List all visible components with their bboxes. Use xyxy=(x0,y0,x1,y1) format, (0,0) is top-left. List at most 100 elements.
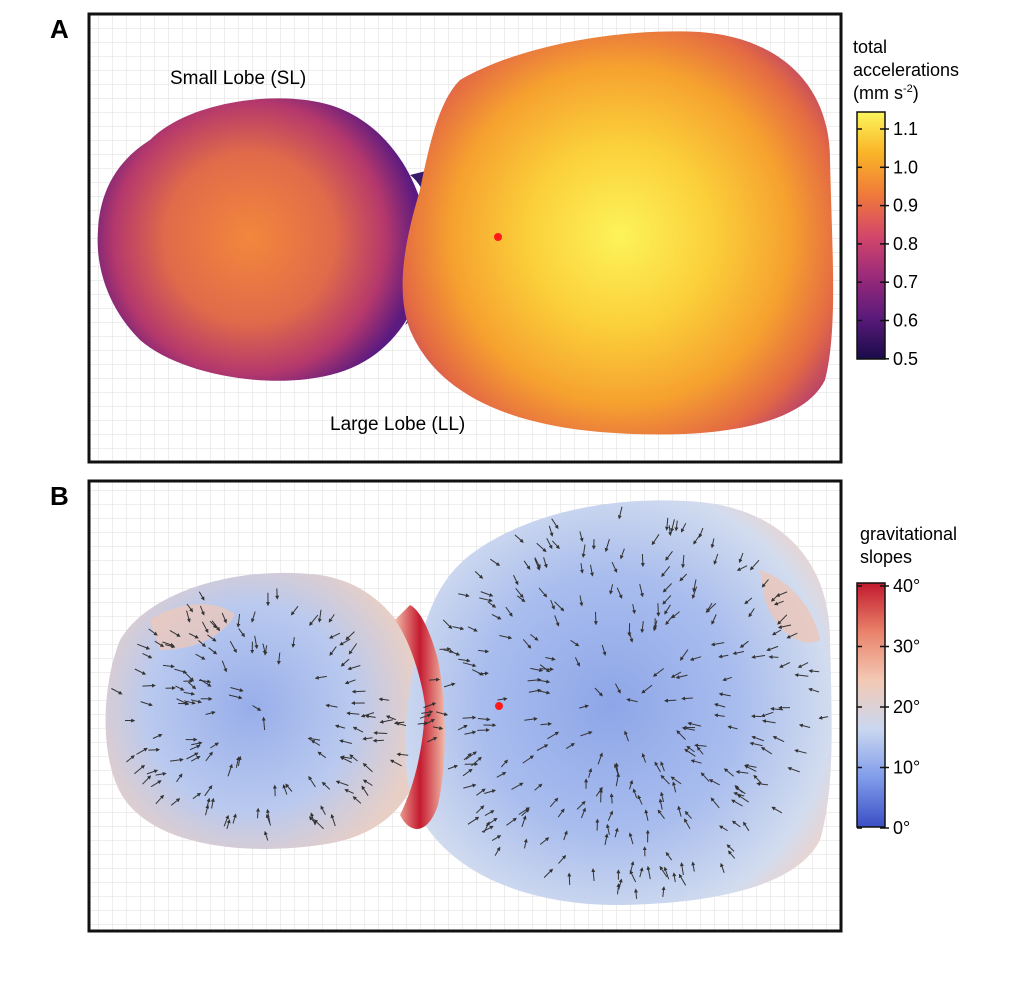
slope-vector-arrow xyxy=(325,703,338,708)
small-lobe-label: Small Lobe (SL) xyxy=(170,68,306,89)
slope-vector-arrow xyxy=(629,779,634,790)
slope-vector-arrow xyxy=(567,872,572,886)
slope-vector-arrow xyxy=(364,714,376,719)
slope-vector-arrow xyxy=(580,807,586,819)
slope-vector-arrow xyxy=(487,601,497,608)
slope-vector-arrow xyxy=(539,667,554,672)
slope-vector-arrow xyxy=(694,743,707,748)
large-lobe-b-warm-patch xyxy=(760,570,820,643)
slope-vector-arrow xyxy=(659,865,668,878)
slope-vector-arrow xyxy=(309,614,319,626)
slope-vector-arrow xyxy=(658,798,663,810)
slope-vector-arrow xyxy=(727,850,736,859)
slope-vector-arrow xyxy=(665,851,673,861)
slope-vector-arrow xyxy=(589,564,594,577)
slope-vector-arrow xyxy=(679,573,688,582)
slope-vector-arrow xyxy=(255,807,260,819)
colorbar-b-title-line1: gravitational xyxy=(860,524,957,544)
slope-vector-arrow xyxy=(462,768,473,777)
slope-vector-arrow xyxy=(317,751,327,759)
slope-vector-arrow xyxy=(252,705,262,711)
slope-vector-arrow xyxy=(700,772,710,782)
slope-vector-arrow xyxy=(462,662,477,668)
slope-vector-arrow xyxy=(551,540,560,550)
slope-vector-arrow xyxy=(467,816,480,825)
slope-vector-arrow xyxy=(201,621,209,634)
slope-vector-arrow xyxy=(463,752,472,761)
slope-vector-arrow xyxy=(176,698,190,705)
slope-vector-arrow xyxy=(527,677,542,682)
slope-vector-arrow xyxy=(480,591,494,597)
colorbar-a-ticks: 1.1 1.0 0.9 0.8 0.7 0.6 0.5 xyxy=(857,119,918,369)
slope-vector-arrow xyxy=(735,786,746,795)
slope-vector-arrow xyxy=(679,862,684,875)
slope-vector-arrow xyxy=(154,640,165,648)
slope-vector-arrow xyxy=(626,698,638,703)
slope-vector-arrow xyxy=(227,763,233,777)
slope-vector-arrow xyxy=(250,611,256,623)
slope-vector-arrow xyxy=(543,557,548,569)
slope-vector-arrow xyxy=(195,653,206,660)
slope-vector-arrow xyxy=(609,584,614,595)
slope-vector-arrow xyxy=(786,632,798,639)
large-lobe-a xyxy=(402,31,834,435)
small-lobe-b xyxy=(105,572,429,849)
slope-vector-arrow xyxy=(339,756,352,763)
slope-vector-arrow xyxy=(651,534,660,546)
slope-vector-arrow xyxy=(794,749,807,754)
slope-vector-arrow xyxy=(476,788,486,796)
slope-vector-arrow xyxy=(362,736,373,741)
slope-vector-arrow xyxy=(691,586,698,599)
slope-vector-arrow xyxy=(134,668,147,675)
slope-vector-arrow xyxy=(735,770,749,775)
slope-vector-arrow xyxy=(652,668,665,677)
slope-vector-arrow xyxy=(548,525,554,537)
slope-vector-arrow xyxy=(481,825,494,833)
slope-vector-arrow xyxy=(427,737,438,743)
slope-vector-arrow xyxy=(210,742,219,749)
slope-vector-arrow xyxy=(660,791,665,803)
slope-vector-arrow xyxy=(749,559,760,571)
slope-vector-arrow xyxy=(435,711,449,717)
slope-vector-arrow xyxy=(773,600,784,606)
slope-vector-arrow xyxy=(737,794,749,803)
slope-vector-arrow xyxy=(580,731,593,737)
slope-vector-arrow xyxy=(609,793,614,804)
slope-vector-arrow xyxy=(558,855,567,864)
slope-vector-arrow xyxy=(678,873,687,886)
slope-vector-arrow xyxy=(731,799,743,807)
slope-vector-arrow xyxy=(265,813,272,826)
slope-vector-arrow xyxy=(710,797,720,809)
slope-vector-arrow xyxy=(616,883,621,895)
slope-vector-arrow xyxy=(484,810,495,817)
slope-vector-arrow xyxy=(543,868,554,878)
slope-vector-arrow xyxy=(361,785,369,796)
slope-vector-arrow xyxy=(534,783,543,791)
slope-vector-arrow xyxy=(457,725,468,731)
slope-vector-arrow xyxy=(595,786,603,797)
slope-vector-arrow xyxy=(477,717,491,722)
slope-vector-arrow xyxy=(142,683,156,688)
slope-vector-arrow xyxy=(550,599,555,610)
slope-vector-arrow xyxy=(629,860,635,873)
slope-vector-arrow xyxy=(140,701,153,707)
slope-vector-arrow xyxy=(497,697,508,702)
slope-vector-arrow xyxy=(499,635,513,640)
slope-vector-arrow xyxy=(396,752,409,757)
slope-vector-arrow xyxy=(514,534,524,543)
slope-vector-arrow xyxy=(291,637,296,648)
panel-b-letter: B xyxy=(50,481,69,511)
center-marker-a xyxy=(494,233,502,241)
slope-vector-arrow xyxy=(677,805,682,817)
slope-vector-arrow xyxy=(766,645,779,652)
slope-vector-arrow xyxy=(186,603,194,613)
slope-vector-arrow xyxy=(511,782,524,790)
slope-vector-arrow xyxy=(310,739,321,746)
slope-vector-arrow xyxy=(679,649,689,661)
slope-vector-arrow xyxy=(672,872,677,883)
slope-vector-arrow xyxy=(751,654,766,659)
slope-vector-arrow xyxy=(496,772,507,778)
slope-vector-arrow xyxy=(713,703,726,708)
slope-vector-arrow xyxy=(142,775,152,785)
slope-vector-arrow xyxy=(727,725,738,730)
